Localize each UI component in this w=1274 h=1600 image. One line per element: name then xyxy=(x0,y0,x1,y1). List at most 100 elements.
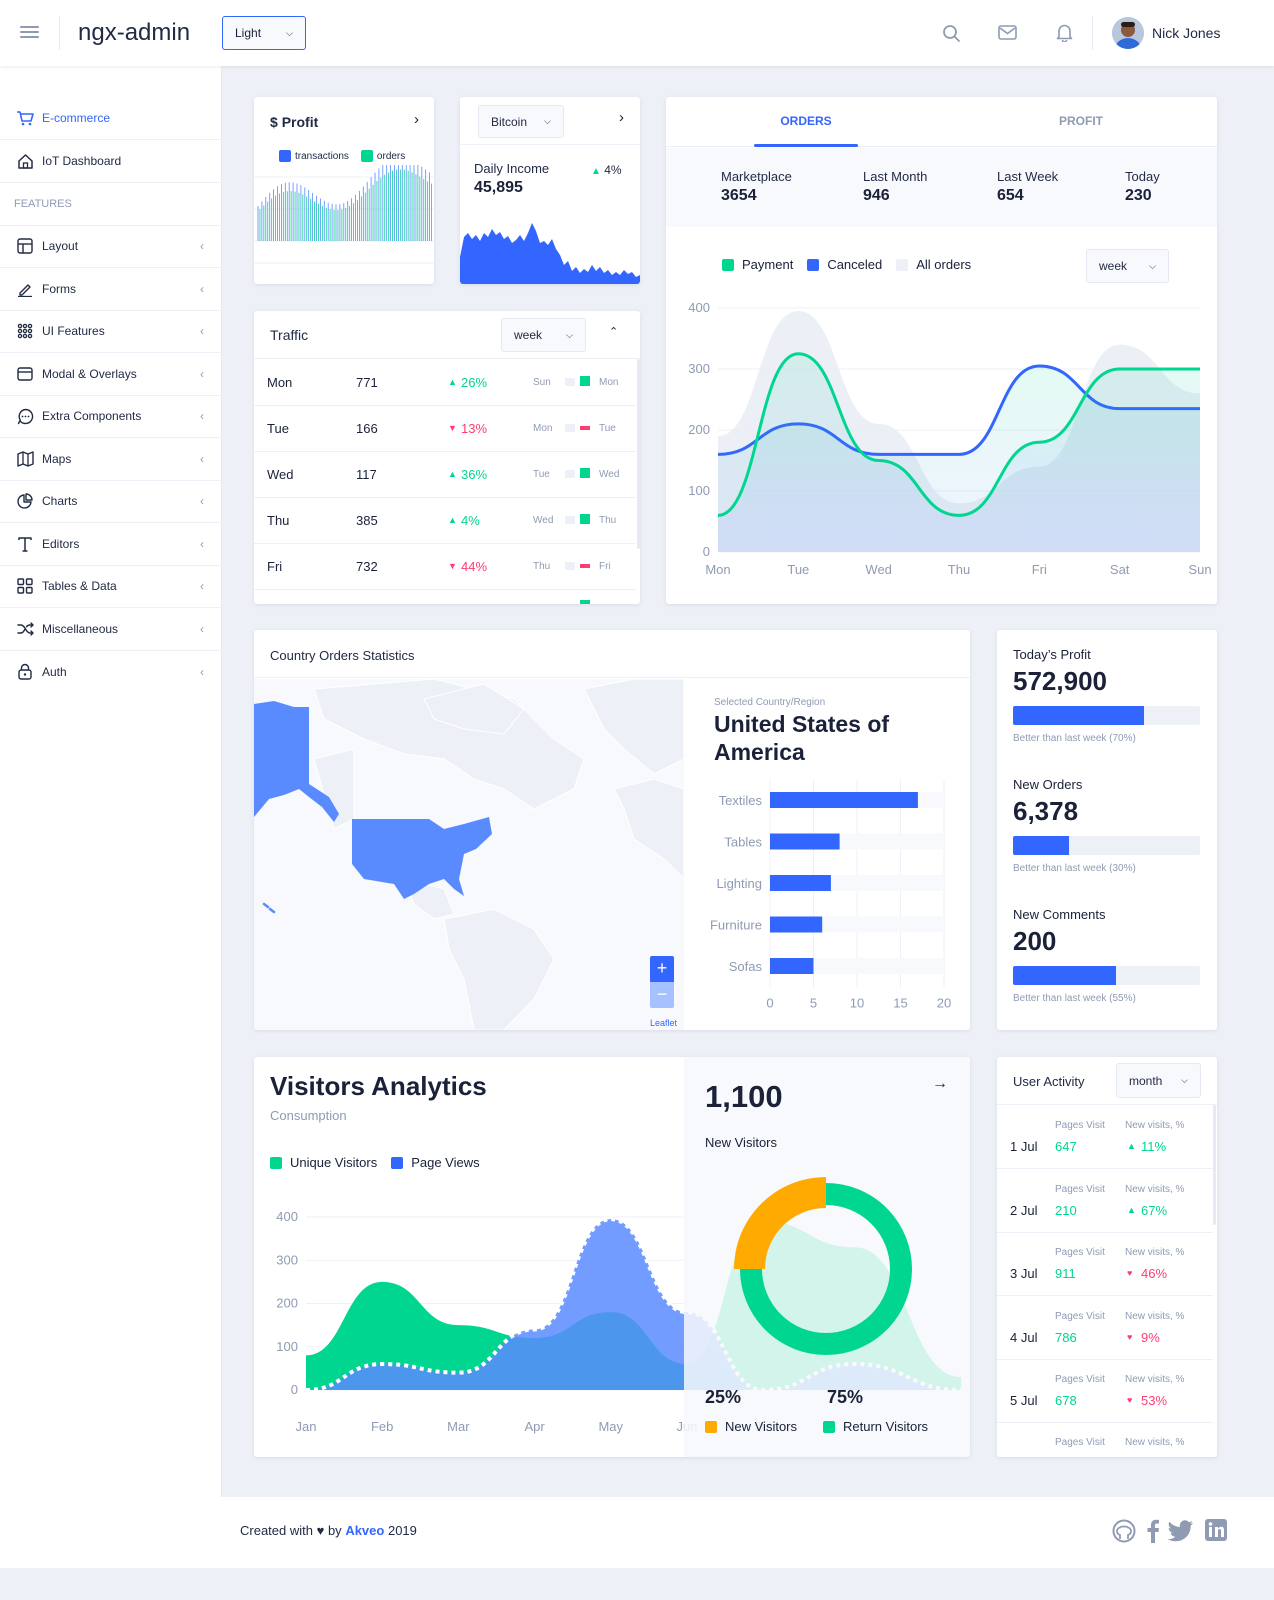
list-item[interactable]: Pages Visit New visits, % 4 Jul 786 ♥ 9% xyxy=(997,1297,1213,1360)
orders-period-select[interactable]: week ⌵ xyxy=(1086,249,1169,283)
scrollbar[interactable] xyxy=(637,359,640,549)
progress-note: Better than last week (55%) xyxy=(1013,993,1136,1004)
traffic-delta: 26% xyxy=(461,375,488,390)
new-visits-label: New visits, % xyxy=(1125,1437,1185,1448)
app-title[interactable]: ngx-admin xyxy=(78,19,191,46)
traffic-delta: 4% xyxy=(461,513,480,528)
sidebar-item-tables-data[interactable]: Tables & Data ‹ xyxy=(0,565,222,608)
pages-visit-label: Pages Visit xyxy=(1055,1183,1105,1195)
chevron-right-icon[interactable]: › xyxy=(414,111,419,128)
table-row[interactable]: Tue 166 ▼ 13% Mon Tue xyxy=(254,406,636,452)
sidebar-item-extra-components[interactable]: Extra Components ‹ xyxy=(0,395,222,438)
sidebar-item-auth[interactable]: Auth ‹ xyxy=(0,650,222,693)
progress-fill xyxy=(1013,966,1116,985)
visitors-subtitle: Consumption xyxy=(270,1108,347,1123)
avatar[interactable] xyxy=(1112,17,1144,49)
x-tick-label: Mon xyxy=(705,562,730,577)
table-row[interactable]: Wed 117 ▲ 36% Tue Wed xyxy=(254,452,636,498)
cur-bar xyxy=(580,468,590,478)
new-visits-delta: 67% xyxy=(1141,1202,1168,1218)
donut-legend: New Visitors Return Visitors xyxy=(705,1419,928,1434)
sidebar-item-forms[interactable]: Forms ‹ xyxy=(0,268,222,311)
sidebar-item-charts[interactable]: Charts ‹ xyxy=(0,480,222,523)
sidebar-item-editors[interactable]: Editors ‹ xyxy=(0,523,222,566)
traffic-cur-day: Wed xyxy=(599,469,620,480)
akveo-link[interactable]: Akveo xyxy=(345,1523,385,1538)
chevron-right-icon[interactable]: › xyxy=(619,109,624,126)
currency-select[interactable]: Bitcoin ⌵ xyxy=(478,105,564,138)
sidebar-item-ecommerce[interactable]: E-commerce xyxy=(0,97,222,140)
heart-down-icon: ♥ xyxy=(1127,1331,1133,1342)
profit-chart xyxy=(254,165,434,264)
traffic-period-select[interactable]: week ⌵ xyxy=(501,318,586,352)
progress-note: Better than last week (70%) xyxy=(1013,733,1136,744)
menu-toggle-icon[interactable] xyxy=(20,25,39,44)
bell-icon[interactable] xyxy=(1056,23,1073,47)
daily-income-value: 45,895 xyxy=(474,179,523,196)
linkedin-icon[interactable] xyxy=(1205,1519,1227,1546)
list-item[interactable]: Pages Visit New visits, % 3 Jul 911 ♥ 46% xyxy=(997,1233,1213,1296)
country-orders-card: Country Orders Statistics + − Leaflet Se… xyxy=(254,630,970,1030)
user-name[interactable]: Nick Jones xyxy=(1152,25,1221,41)
chevron-left-icon: ‹ xyxy=(200,494,204,508)
sidebar-item-modal-overlays[interactable]: Modal & Overlays ‹ xyxy=(0,353,222,396)
zoom-in-button[interactable]: + xyxy=(650,956,674,982)
facebook-icon[interactable] xyxy=(1146,1519,1160,1548)
scrollbar[interactable] xyxy=(1213,1105,1216,1225)
table-row[interactable]: Fri 732 ▼ 44% Thu Fri xyxy=(254,544,636,590)
category-label: Sofas xyxy=(729,959,763,974)
pages-visit-label: Pages Visit xyxy=(1055,1310,1105,1322)
pages-visit-value: 911 xyxy=(1055,1266,1076,1281)
y-tick-label: 0 xyxy=(703,544,710,559)
sidebar-item-label: Layout xyxy=(42,239,79,253)
world-map[interactable] xyxy=(254,679,684,1030)
sidebar-item-maps[interactable]: Maps ‹ xyxy=(0,438,222,481)
arrow-up-icon: ▲ xyxy=(591,166,601,177)
zoom-out-button[interactable]: − xyxy=(650,982,674,1008)
twitter-icon[interactable] xyxy=(1167,1520,1194,1547)
legend-swatch xyxy=(807,258,820,271)
category-label: Lighting xyxy=(716,876,762,891)
activity-period-select[interactable]: month ⌵ xyxy=(1116,1063,1201,1098)
category-label: Furniture xyxy=(710,918,762,933)
map-icon xyxy=(16,450,34,468)
currency-select-value: Bitcoin xyxy=(491,114,528,129)
sidebar-item-layout[interactable]: Layout ‹ xyxy=(0,225,222,268)
sidebar-item-ui-features[interactable]: UI Features ‹ xyxy=(0,310,222,353)
series-line xyxy=(717,352,1200,517)
arrow-right-icon[interactable]: → xyxy=(932,1075,948,1092)
tab-profit[interactable]: PROFIT xyxy=(1059,114,1103,128)
traffic-day: Thu xyxy=(267,513,290,528)
stat-value: 3654 xyxy=(721,187,757,204)
profit-title[interactable]: $ Profit xyxy=(270,114,318,130)
orders-stats xyxy=(666,148,1217,227)
sidebar-item-iot-dashboard[interactable]: IoT Dashboard xyxy=(0,140,222,183)
theme-select[interactable]: Light ⌵ xyxy=(222,16,306,50)
home-icon xyxy=(16,152,34,170)
chevron-left-icon: ‹ xyxy=(200,622,204,636)
email-icon[interactable] xyxy=(998,25,1017,45)
table-row[interactable]: Thu 385 ▲ 4% Wed Thu xyxy=(254,498,636,544)
table-row[interactable]: Mon 771 ▲ 26% Sun Mon xyxy=(254,360,636,406)
layout-icon xyxy=(16,237,34,255)
x-tick-label: Thu xyxy=(948,562,970,577)
traffic-value: 385 xyxy=(356,513,378,528)
sidebar-item-miscellaneous[interactable]: Miscellaneous ‹ xyxy=(0,608,222,651)
github-icon[interactable] xyxy=(1112,1519,1136,1548)
chevron-down-icon: ⌵ xyxy=(1149,260,1156,271)
delta-value: 4% xyxy=(604,163,622,177)
chevron-up-icon[interactable]: ⌃ xyxy=(609,326,619,338)
category-label: Textiles xyxy=(719,793,763,808)
dollar-icon: $ xyxy=(270,114,278,130)
tab-orders[interactable]: ORDERS xyxy=(780,114,832,128)
pie-chart-icon xyxy=(16,492,34,510)
sidebar-item-label: E-commerce xyxy=(42,111,111,125)
list-item[interactable]: Pages Visit New visits, % 1 Jul 647 ▲ 11% xyxy=(997,1106,1213,1169)
map-attribution-link[interactable]: Leaflet xyxy=(650,1018,678,1028)
search-icon[interactable] xyxy=(942,24,960,47)
list-item[interactable]: Pages Visit New visits, % 2 Jul 210 ▲ 67% xyxy=(997,1170,1213,1233)
x-tick-label: 0 xyxy=(766,996,773,1011)
legend-label: All orders xyxy=(916,257,972,272)
list-item[interactable]: Pages Visit New visits, % 5 Jul 678 ♥ 53% xyxy=(997,1360,1213,1423)
lock-icon xyxy=(16,663,34,681)
